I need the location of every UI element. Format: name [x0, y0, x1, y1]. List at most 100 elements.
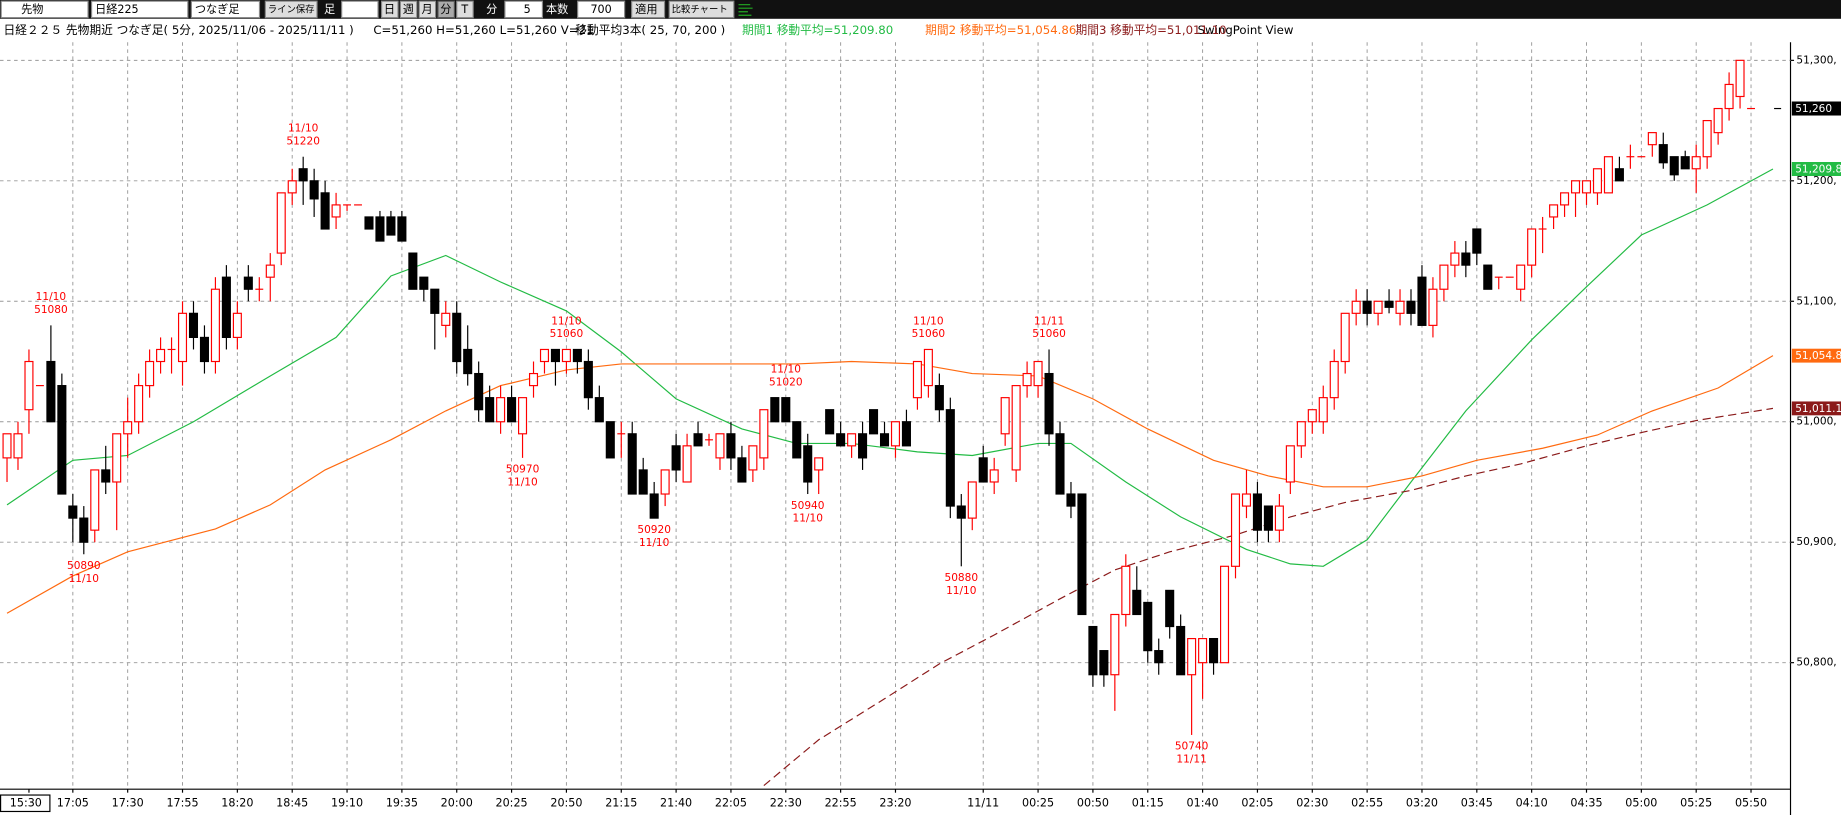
- candle-body: [298, 168, 308, 182]
- candle-body: [331, 204, 341, 218]
- apply-button[interactable]: [631, 0, 666, 19]
- candle-body: [1647, 132, 1657, 146]
- tick-button[interactable]: [456, 0, 474, 19]
- mode-select[interactable]: [190, 0, 261, 19]
- candle-body: [671, 445, 681, 471]
- candle-body: [210, 288, 220, 363]
- extra-label: SwingPoint View: [1198, 23, 1294, 37]
- day-button[interactable]: [380, 0, 399, 19]
- candle-body: [792, 421, 802, 459]
- apply-text: 適用: [635, 2, 657, 16]
- annotation-date: 11/11: [1176, 754, 1206, 766]
- candle-body: [309, 180, 319, 200]
- candle-body: [1165, 589, 1175, 628]
- annotation-price: 50940: [791, 500, 825, 512]
- month-button[interactable]: [418, 0, 437, 19]
- candle-body: [1680, 156, 1690, 170]
- ma-line: [763, 407, 1774, 786]
- candle-body: [945, 409, 955, 507]
- candle-body: [1351, 300, 1361, 314]
- market-select[interactable]: [0, 0, 89, 19]
- candle-body: [1669, 156, 1679, 176]
- candle-body: [199, 336, 209, 363]
- interval-input[interactable]: [504, 0, 544, 19]
- bar-input[interactable]: [341, 0, 379, 19]
- candle-body: [419, 276, 429, 290]
- candle-body: [1549, 204, 1559, 218]
- candle-body: [518, 397, 528, 435]
- candle-body: [759, 409, 769, 459]
- x-tick-label: 02:05: [1241, 796, 1273, 809]
- candle-body: [1384, 300, 1394, 308]
- candle-body: [430, 288, 440, 314]
- price-tag: 51,260: [1791, 101, 1841, 116]
- candle-body: [1428, 288, 1438, 326]
- candle-body: [847, 433, 857, 447]
- x-tick-label: 04:35: [1570, 796, 1602, 809]
- x-tick-label: 19:35: [386, 796, 418, 809]
- price-tag-bg: [1791, 348, 1841, 363]
- candle-body: [1055, 433, 1065, 495]
- candle-body: [814, 457, 824, 471]
- candle-body: [627, 433, 637, 495]
- candle-body: [1691, 156, 1701, 170]
- candle-body: [923, 348, 933, 387]
- x-tick-label: 15:30: [10, 796, 42, 809]
- candle-body: [1724, 83, 1734, 110]
- candle-body: [1209, 637, 1219, 664]
- candle-body: [1110, 613, 1120, 676]
- candle-body: [463, 348, 473, 375]
- save-button[interactable]: [264, 0, 318, 19]
- candle-body: [803, 445, 813, 483]
- y-tick-label: 51,100,: [1796, 295, 1836, 307]
- symbol-select[interactable]: [90, 0, 189, 19]
- candle-body: [572, 348, 582, 363]
- price-tag-bg: [1791, 401, 1841, 416]
- candle-body: [682, 445, 692, 483]
- candle-body: [583, 360, 593, 399]
- ohlc-summary: C=51,260 H=51,260 L=51,260 V=21: [373, 23, 593, 37]
- candle-body: [989, 469, 999, 483]
- annotation-date: 11/10: [288, 123, 319, 135]
- candle-body: [879, 433, 890, 447]
- candle-body: [594, 397, 604, 423]
- interval-text: 5: [524, 3, 531, 16]
- candle-body: [978, 457, 988, 483]
- candle-body: [1581, 180, 1592, 194]
- x-tick-label: 03:45: [1461, 796, 1493, 809]
- candle-body: [605, 421, 615, 459]
- candle-body: [1658, 144, 1668, 164]
- toolbar-icon[interactable]: [738, 4, 753, 16]
- annotation-price: 50920: [637, 524, 671, 536]
- candle-body: [1614, 168, 1624, 182]
- candle-body: [1219, 565, 1230, 664]
- candle-body: [901, 421, 911, 447]
- minute-text: 分: [440, 3, 451, 16]
- candle-body: [57, 385, 67, 495]
- candle-body: [1121, 565, 1131, 616]
- candle-body: [221, 276, 231, 339]
- candle-body: [1735, 59, 1745, 98]
- x-tick-label: 11/11: [967, 796, 999, 809]
- week-button[interactable]: [399, 0, 418, 19]
- annotation-price: 50890: [67, 560, 101, 572]
- y-tick-label: 51,000,: [1796, 416, 1836, 428]
- candle-body: [1143, 601, 1153, 652]
- candle-body: [24, 360, 34, 411]
- x-tick-label: 17:30: [112, 796, 144, 809]
- count-input[interactable]: [577, 0, 626, 19]
- candle-body: [1592, 168, 1603, 194]
- candle-body: [825, 409, 835, 435]
- price-tag: 51,011.10: [1791, 401, 1841, 416]
- minute-button[interactable]: [437, 0, 455, 19]
- candle-body: [1132, 589, 1142, 616]
- candle-body: [188, 312, 199, 339]
- candle-body: [496, 397, 506, 423]
- mode-text: つなぎ足: [195, 2, 240, 16]
- annotation-date: 11/10: [771, 363, 802, 375]
- annotation-price: 51220: [286, 135, 320, 147]
- candle-body: [1483, 264, 1493, 290]
- candle-body: [90, 469, 100, 531]
- compare-button[interactable]: [668, 0, 735, 19]
- market-text: 先物: [21, 2, 43, 16]
